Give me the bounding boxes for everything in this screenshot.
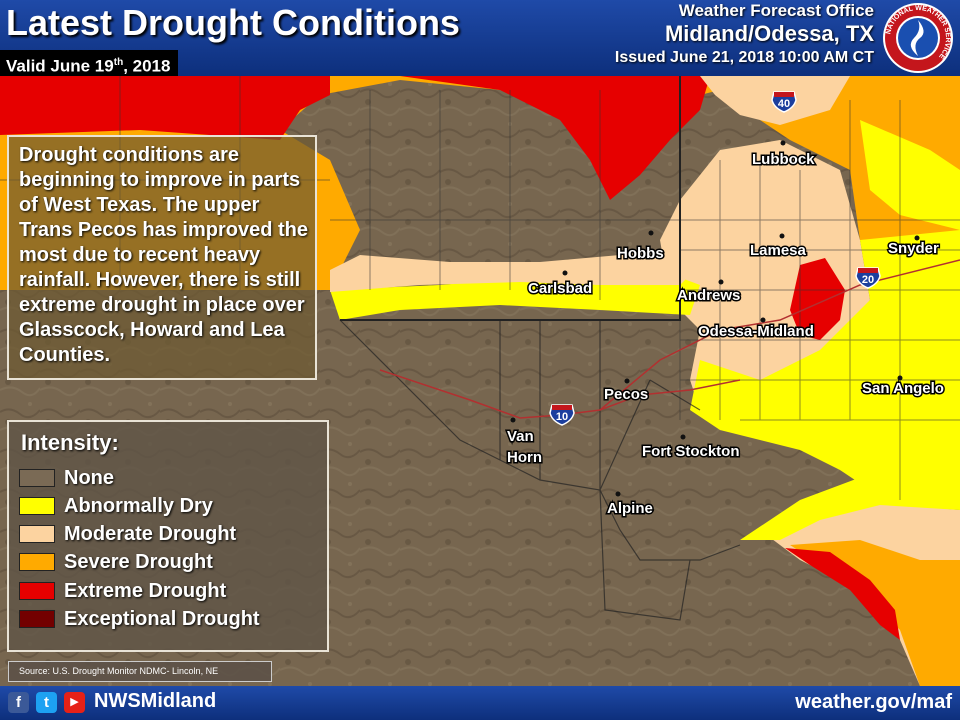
city-snyder: Snyder	[888, 240, 939, 257]
legend-item-abnormally-dry: Abnormally Dry	[19, 492, 213, 520]
office-line1: Weather Forecast Office	[678, 1, 874, 20]
city-alpine: Alpine	[607, 500, 653, 517]
extreme-drought-nw	[0, 76, 330, 140]
state-line	[340, 76, 681, 321]
summary-panel: Drought conditions are beginning to impr…	[7, 135, 317, 380]
source-credit: Source: U.S. Drought Monitor NDMC- Linco…	[8, 661, 272, 682]
legend-swatch	[19, 469, 55, 487]
city-carlsbad: Carlsbad	[528, 280, 592, 297]
severe-drought-se	[790, 540, 960, 686]
abnormally-dry-ne	[860, 120, 960, 230]
page-title: Latest Drought Conditions	[6, 2, 460, 43]
city-lubbock: Lubbock	[752, 151, 815, 168]
legend-item-severe: Severe Drought	[19, 548, 213, 576]
moderate-drought-central	[660, 140, 870, 420]
tx-county-lines	[339, 319, 741, 621]
social-handle-link[interactable]: NWSMidland	[94, 690, 217, 712]
city-fort-stockton: Fort Stockton	[642, 443, 740, 460]
city-pecos: Pecos	[604, 386, 648, 403]
i10-label: 10	[556, 411, 568, 423]
legend-swatch	[19, 610, 55, 628]
city-dots	[510, 140, 920, 497]
nws-logo: NATIONAL WEATHER SERVICE	[883, 3, 953, 73]
youtube-icon[interactable]: ▶	[64, 692, 85, 713]
i40-label: 40	[778, 98, 790, 110]
twitter-icon[interactable]: t	[36, 692, 57, 713]
legend-item-none: None	[19, 464, 114, 492]
i20-label: 20	[862, 274, 874, 286]
abnormally-dry-se	[740, 470, 960, 540]
issued-time: Issued June 21, 2018 10:00 AM CT	[614, 49, 874, 66]
interstate-10	[379, 369, 741, 419]
legend-swatch	[19, 553, 55, 571]
city-hobbs: Hobbs	[617, 245, 664, 262]
city-san-angelo: San Angelo	[862, 380, 944, 397]
city-van: Van	[507, 428, 534, 445]
legend-item-extreme: Extreme Drought	[19, 577, 226, 605]
extreme-drought-se	[785, 548, 900, 640]
footer-bar: f t ▶ NWSMidland weather.gov/maf	[0, 686, 960, 720]
intensity-legend: Intensity: None Abnormally Dry Moderate …	[7, 420, 329, 652]
city-horn: Horn	[507, 449, 542, 466]
legend-swatch	[19, 582, 55, 600]
i20-shield: 20	[855, 267, 881, 289]
office-line2: Midland/Odessa, TX	[664, 21, 874, 46]
summary-text: Drought conditions are beginning to impr…	[19, 144, 308, 366]
header-bar: Latest Drought Conditions Valid June 19t…	[0, 0, 960, 76]
city-odessa-midland: Odessa-Midland	[698, 323, 814, 340]
city-lamesa: Lamesa	[750, 242, 807, 259]
city-andrews: Andrews	[677, 287, 740, 304]
office-info: Weather Forecast Office Midland/Odessa, …	[615, 1, 874, 69]
legend-title: Intensity:	[21, 430, 119, 455]
legend-item-exceptional: Exceptional Drought	[19, 605, 260, 633]
facebook-icon[interactable]: f	[8, 692, 29, 713]
extreme-drought-howard	[790, 258, 845, 340]
legend-item-moderate: Moderate Drought	[19, 520, 236, 548]
valid-date: Valid June 19th, 2018	[0, 50, 179, 76]
website-link[interactable]: weather.gov/maf	[795, 691, 952, 713]
legend-swatch	[19, 497, 55, 515]
extreme-drought-lea	[400, 76, 710, 200]
moderate-drought-band	[330, 250, 700, 292]
i10-shield: 10	[549, 404, 575, 426]
i40-shield: 40	[771, 91, 797, 113]
abnormally-dry-east	[690, 230, 960, 510]
legend-swatch	[19, 525, 55, 543]
